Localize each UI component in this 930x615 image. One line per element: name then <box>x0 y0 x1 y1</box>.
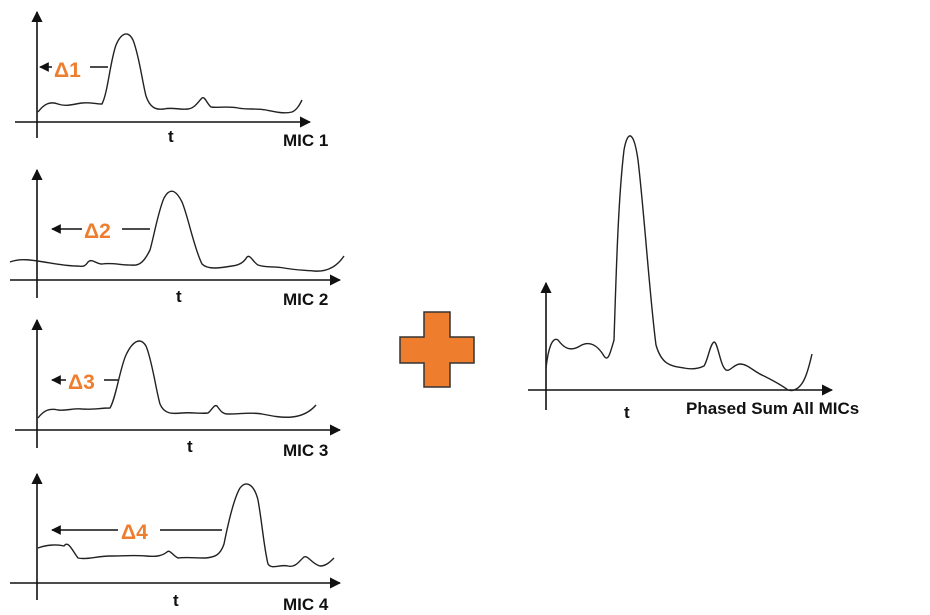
mic-2-time-label: t <box>176 287 182 306</box>
mic-2-delay-label: Δ2 <box>84 220 111 243</box>
mic-1-waveform <box>37 33 303 114</box>
mic-3-label: MIC 3 <box>283 441 328 460</box>
mic-3-delay-label-bg <box>66 366 104 392</box>
sum-time-label: t <box>624 403 630 422</box>
mic-1-label: MIC 1 <box>283 131 328 150</box>
sum-label: Phased Sum All MICs <box>686 399 859 418</box>
mic-4-delay-label: Δ4 <box>121 521 148 544</box>
mic-3-plot: Δ3 t MIC 3 <box>15 318 342 460</box>
mic-1-delay-label: Δ1 <box>54 59 81 82</box>
mic-1-time-label: t <box>168 127 174 146</box>
phased-sum-plot: t Phased Sum All MICs <box>528 135 859 422</box>
mic-4-waveform <box>37 483 335 568</box>
plus-sign-icon <box>399 311 475 388</box>
mic-3-delay-label: Δ3 <box>68 371 95 394</box>
mic-4-time-label: t <box>173 591 179 610</box>
mic-1-delay-label-bg <box>52 54 90 80</box>
mic-3-time-label: t <box>187 437 193 456</box>
mic-2-delay-label-bg <box>82 216 122 242</box>
mic-2-plot: Δ2 t MIC 2 <box>9 168 345 309</box>
mic-3-waveform <box>37 340 317 419</box>
mic-4-delay-label-bg <box>118 517 160 543</box>
mic-4-label: MIC 4 <box>283 595 329 614</box>
sum-waveform <box>545 135 813 392</box>
mic-2-label: MIC 2 <box>283 290 328 309</box>
mic-2-waveform <box>9 190 345 272</box>
mic-1-plot: Δ1 t MIC 1 <box>15 10 328 150</box>
mic-4-plot: Δ4 t MIC 4 <box>10 472 342 614</box>
